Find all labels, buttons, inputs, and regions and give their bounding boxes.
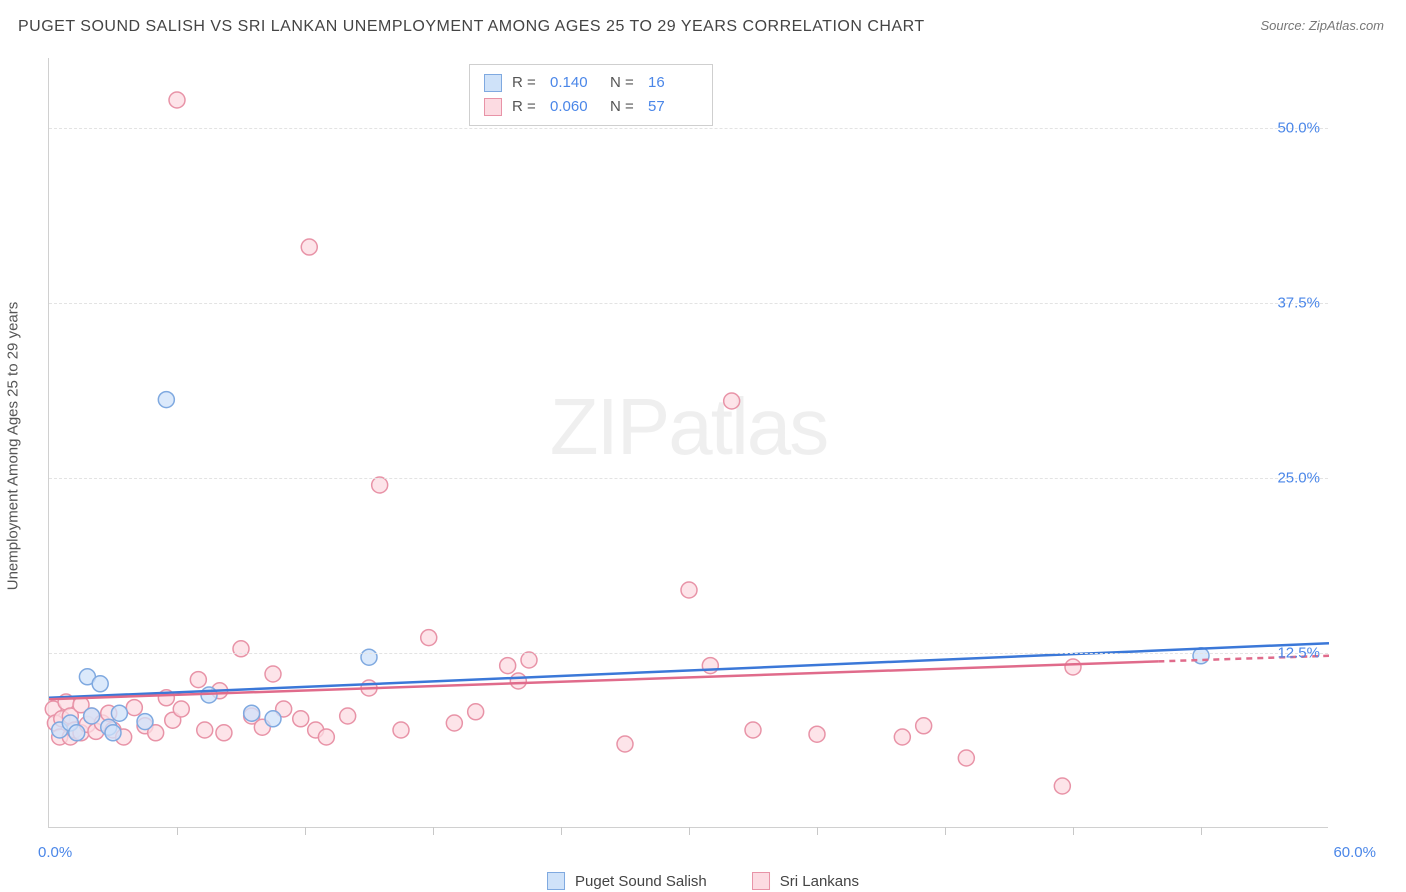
n-label: N = xyxy=(610,95,638,119)
x-tick xyxy=(1201,827,1202,835)
trendline xyxy=(49,661,1158,699)
data-point xyxy=(69,725,85,741)
data-point xyxy=(173,701,189,717)
gridline xyxy=(49,478,1328,479)
x-origin-label: 0.0% xyxy=(38,844,72,861)
data-point xyxy=(1065,659,1081,675)
x-tick xyxy=(561,827,562,835)
x-tick xyxy=(1073,827,1074,835)
gridline xyxy=(49,303,1328,304)
data-point xyxy=(111,705,127,721)
legend-label-2: Sri Lankans xyxy=(780,873,859,890)
data-point xyxy=(372,477,388,493)
data-point xyxy=(233,641,249,657)
n-label: N = xyxy=(610,71,638,95)
legend-item-1: Puget Sound Salish xyxy=(547,872,707,890)
y-tick-label: 50.0% xyxy=(1277,120,1320,137)
data-point xyxy=(216,725,232,741)
x-tick xyxy=(433,827,434,835)
data-point xyxy=(92,676,108,692)
series-legend: Puget Sound Salish Sri Lankans xyxy=(547,872,859,890)
data-point xyxy=(500,658,516,674)
legend-label-1: Puget Sound Salish xyxy=(575,873,707,890)
r-value-2: 0.060 xyxy=(550,95,600,119)
n-value-2: 57 xyxy=(648,95,698,119)
data-point xyxy=(421,630,437,646)
data-point xyxy=(681,582,697,598)
plot-area: ZIPatlas R = 0.140 N = 16 R = 0.060 N = … xyxy=(48,58,1328,828)
swatch-series-2 xyxy=(484,98,502,116)
data-point xyxy=(393,722,409,738)
data-point xyxy=(169,92,185,108)
data-point xyxy=(894,729,910,745)
data-point xyxy=(724,393,740,409)
data-point xyxy=(84,708,100,724)
swatch-series-1 xyxy=(547,872,565,890)
x-max-label: 60.0% xyxy=(1333,844,1376,861)
data-point xyxy=(105,725,121,741)
swatch-series-1 xyxy=(484,74,502,92)
r-label: R = xyxy=(512,71,540,95)
legend-item-2: Sri Lankans xyxy=(752,872,859,890)
y-tick-label: 12.5% xyxy=(1277,645,1320,662)
y-tick-label: 25.0% xyxy=(1277,470,1320,487)
data-point xyxy=(244,705,260,721)
x-tick xyxy=(305,827,306,835)
data-point xyxy=(293,711,309,727)
source-attribution: Source: ZipAtlas.com xyxy=(1260,18,1384,33)
data-point xyxy=(510,673,526,689)
data-point xyxy=(745,722,761,738)
chart-title: PUGET SOUND SALISH VS SRI LANKAN UNEMPLO… xyxy=(18,18,925,36)
y-tick-label: 37.5% xyxy=(1277,295,1320,312)
x-tick xyxy=(689,827,690,835)
data-point xyxy=(1054,778,1070,794)
stats-row-series-2: R = 0.060 N = 57 xyxy=(484,95,698,119)
data-point xyxy=(617,736,633,752)
data-point xyxy=(190,672,206,688)
data-point xyxy=(340,708,356,724)
data-point xyxy=(446,715,462,731)
data-point xyxy=(468,704,484,720)
data-point xyxy=(301,239,317,255)
data-point xyxy=(265,711,281,727)
data-point xyxy=(126,700,142,716)
data-point xyxy=(318,729,334,745)
data-point xyxy=(137,714,153,730)
data-point xyxy=(361,649,377,665)
x-tick xyxy=(817,827,818,835)
x-tick xyxy=(177,827,178,835)
scatter-plot-svg xyxy=(49,58,1328,827)
data-point xyxy=(197,722,213,738)
x-tick xyxy=(945,827,946,835)
stats-legend: R = 0.140 N = 16 R = 0.060 N = 57 xyxy=(469,64,713,126)
gridline xyxy=(49,128,1328,129)
data-point xyxy=(702,658,718,674)
data-point xyxy=(958,750,974,766)
swatch-series-2 xyxy=(752,872,770,890)
n-value-1: 16 xyxy=(648,71,698,95)
data-point xyxy=(265,666,281,682)
data-point xyxy=(916,718,932,734)
r-label: R = xyxy=(512,95,540,119)
y-axis-label: Unemployment Among Ages 25 to 29 years xyxy=(5,302,22,591)
r-value-1: 0.140 xyxy=(550,71,600,95)
data-point xyxy=(158,392,174,408)
data-point xyxy=(809,726,825,742)
gridline xyxy=(49,653,1328,654)
data-point xyxy=(521,652,537,668)
stats-row-series-1: R = 0.140 N = 16 xyxy=(484,71,698,95)
